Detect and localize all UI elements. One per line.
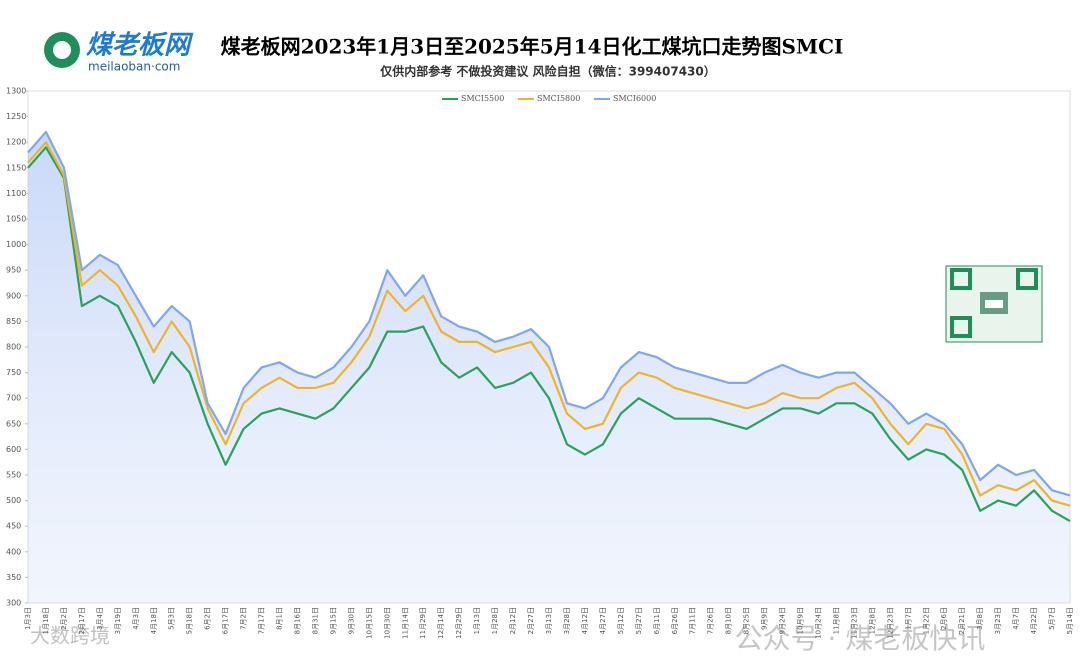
- x-tick-label: 1月28日: [491, 607, 499, 634]
- y-tick-label: 1200: [6, 138, 26, 147]
- legend-label: SMCI5500: [461, 94, 504, 103]
- logo-url: meilaoban·com: [88, 60, 180, 74]
- y-tick-label: 900: [6, 291, 21, 300]
- y-tick-label: 950: [6, 266, 21, 275]
- y-tick-label: 400: [6, 547, 21, 556]
- legend-label: SMCI6000: [613, 94, 656, 103]
- x-tick-label: 5月14日: [1066, 607, 1074, 634]
- y-tick-label: 1150: [6, 163, 26, 172]
- x-tick-label: 2月6日: [940, 607, 948, 630]
- y-tick-label: 350: [6, 573, 21, 582]
- x-tick-label: 11月14日: [401, 607, 409, 639]
- x-tick-label: 4月18日: [150, 607, 158, 634]
- x-tick-label: 12月23日: [886, 607, 894, 639]
- x-tick-label: 4月3日: [132, 607, 140, 630]
- x-tick-label: 10月15日: [365, 607, 373, 639]
- chart-subtitle: 仅供内部参考 不做投资建议 风险自担（微信：399407430）: [379, 64, 716, 79]
- y-tick-label: 1000: [6, 240, 26, 249]
- x-tick-label: 3月8日: [976, 607, 984, 630]
- x-tick-label: 12月29日: [455, 607, 463, 639]
- y-tick-label: 300: [6, 599, 21, 608]
- x-tick-label: 5月7日: [1048, 607, 1056, 630]
- x-tick-label: 2月27日: [527, 607, 535, 634]
- y-tick-label: 500: [6, 496, 21, 505]
- x-tick-label: 5月12日: [617, 607, 625, 634]
- x-tick-label: 1月22日: [922, 607, 930, 634]
- x-tick-label: 7月17日: [258, 607, 266, 634]
- series-line: [27, 146, 1071, 523]
- x-tick-label: 6月17日: [222, 607, 230, 634]
- x-tick-label: 1月3日: [24, 607, 32, 630]
- x-tick-label: 5月27日: [635, 607, 643, 634]
- x-tick-label: 5月3日: [168, 607, 176, 630]
- x-tick-label: 3月4日: [96, 607, 104, 630]
- qr-code: [945, 265, 1043, 343]
- x-tick-label: 1月18日: [42, 607, 50, 634]
- x-tick-label: 4月27日: [599, 607, 607, 634]
- y-tick-label: 550: [6, 471, 21, 480]
- x-tick-label: 12月14日: [437, 607, 445, 639]
- x-tick-label: 1月7日: [904, 607, 912, 630]
- x-tick-label: 8月1日: [276, 607, 284, 630]
- x-tick-label: 10月24日: [814, 607, 822, 639]
- logo: 煤老板网 meilaoban·com: [44, 31, 194, 74]
- x-tick-label: 8月10日: [725, 607, 733, 634]
- x-tick-label: 2月12日: [509, 607, 517, 634]
- x-tick-label: 6月2日: [204, 607, 212, 630]
- x-tick-label: 2月17日: [78, 607, 86, 634]
- x-tick-label: 7月2日: [240, 607, 248, 630]
- y-tick-label: 1050: [6, 215, 26, 224]
- series-line: [27, 141, 1071, 507]
- x-tick-label: 7月11日: [689, 607, 697, 634]
- y-tick-label: 1250: [6, 112, 26, 121]
- y-tick-label: 800: [6, 343, 21, 352]
- x-tick-label: 6月26日: [671, 607, 679, 634]
- x-tick-label: 12月8日: [868, 607, 876, 634]
- legend: SMCI5500 SMCI5800 SMCI6000: [442, 94, 656, 103]
- x-tick-label: 9月30日: [347, 607, 355, 634]
- logo-name: 煤老板网: [86, 31, 194, 61]
- y-tick-label: 450: [6, 522, 21, 531]
- x-tick-label: 3月23日: [994, 607, 1002, 634]
- x-tick-label: 8月25日: [743, 607, 751, 634]
- logo-icon-inner: [53, 41, 71, 59]
- x-tick-label: 4月7日: [1012, 607, 1020, 630]
- y-tick-label: 1300: [6, 87, 26, 96]
- y-tick-label: 750: [6, 368, 21, 377]
- watermark: 公众号 · 煤老板快讯: [735, 622, 986, 655]
- y-tick-label: 1100: [6, 189, 26, 198]
- x-tick-label: 2月2日: [60, 607, 68, 630]
- legend-label: SMCI5800: [537, 94, 580, 103]
- x-tick-label: 1月13日: [473, 607, 481, 634]
- y-tick-label: 600: [6, 445, 21, 454]
- y-tick-label: 650: [6, 419, 21, 428]
- x-tick-label: 4月22日: [1030, 607, 1038, 634]
- x-tick-label: 8月31日: [311, 607, 319, 634]
- x-tick-label: 3月28日: [563, 607, 571, 634]
- x-tick-label: 9月15日: [329, 607, 337, 634]
- x-tick-label: 9月24日: [779, 607, 787, 634]
- x-tick-label: 2月21日: [958, 607, 966, 634]
- x-tick-label: 4月12日: [581, 607, 589, 634]
- x-tick-label: 11月23日: [850, 607, 858, 639]
- x-tick-label: 3月19日: [114, 607, 122, 634]
- series-line: [27, 130, 1071, 497]
- x-tick-label: 5月18日: [186, 607, 194, 634]
- x-tick-label: 11月8日: [832, 607, 840, 634]
- x-tick-label: 11月29日: [419, 607, 427, 639]
- x-tick-label: 7月26日: [707, 607, 715, 634]
- watermark: 大数跨境: [30, 624, 110, 648]
- x-tick-label: 8月16日: [293, 607, 301, 634]
- y-tick-label: 850: [6, 317, 21, 326]
- x-tick-label: 10月30日: [383, 607, 391, 639]
- y-tick-label: 700: [6, 394, 21, 403]
- x-tick-label: 10月9日: [797, 607, 805, 634]
- x-tick-label: 9月9日: [761, 607, 769, 630]
- x-tick-label: 3月13日: [545, 607, 553, 634]
- x-tick-label: 6月11日: [653, 607, 661, 634]
- chart-title: 煤老板网2023年1月3日至2025年5月14日化工煤坑口走势图SMCI: [221, 35, 844, 59]
